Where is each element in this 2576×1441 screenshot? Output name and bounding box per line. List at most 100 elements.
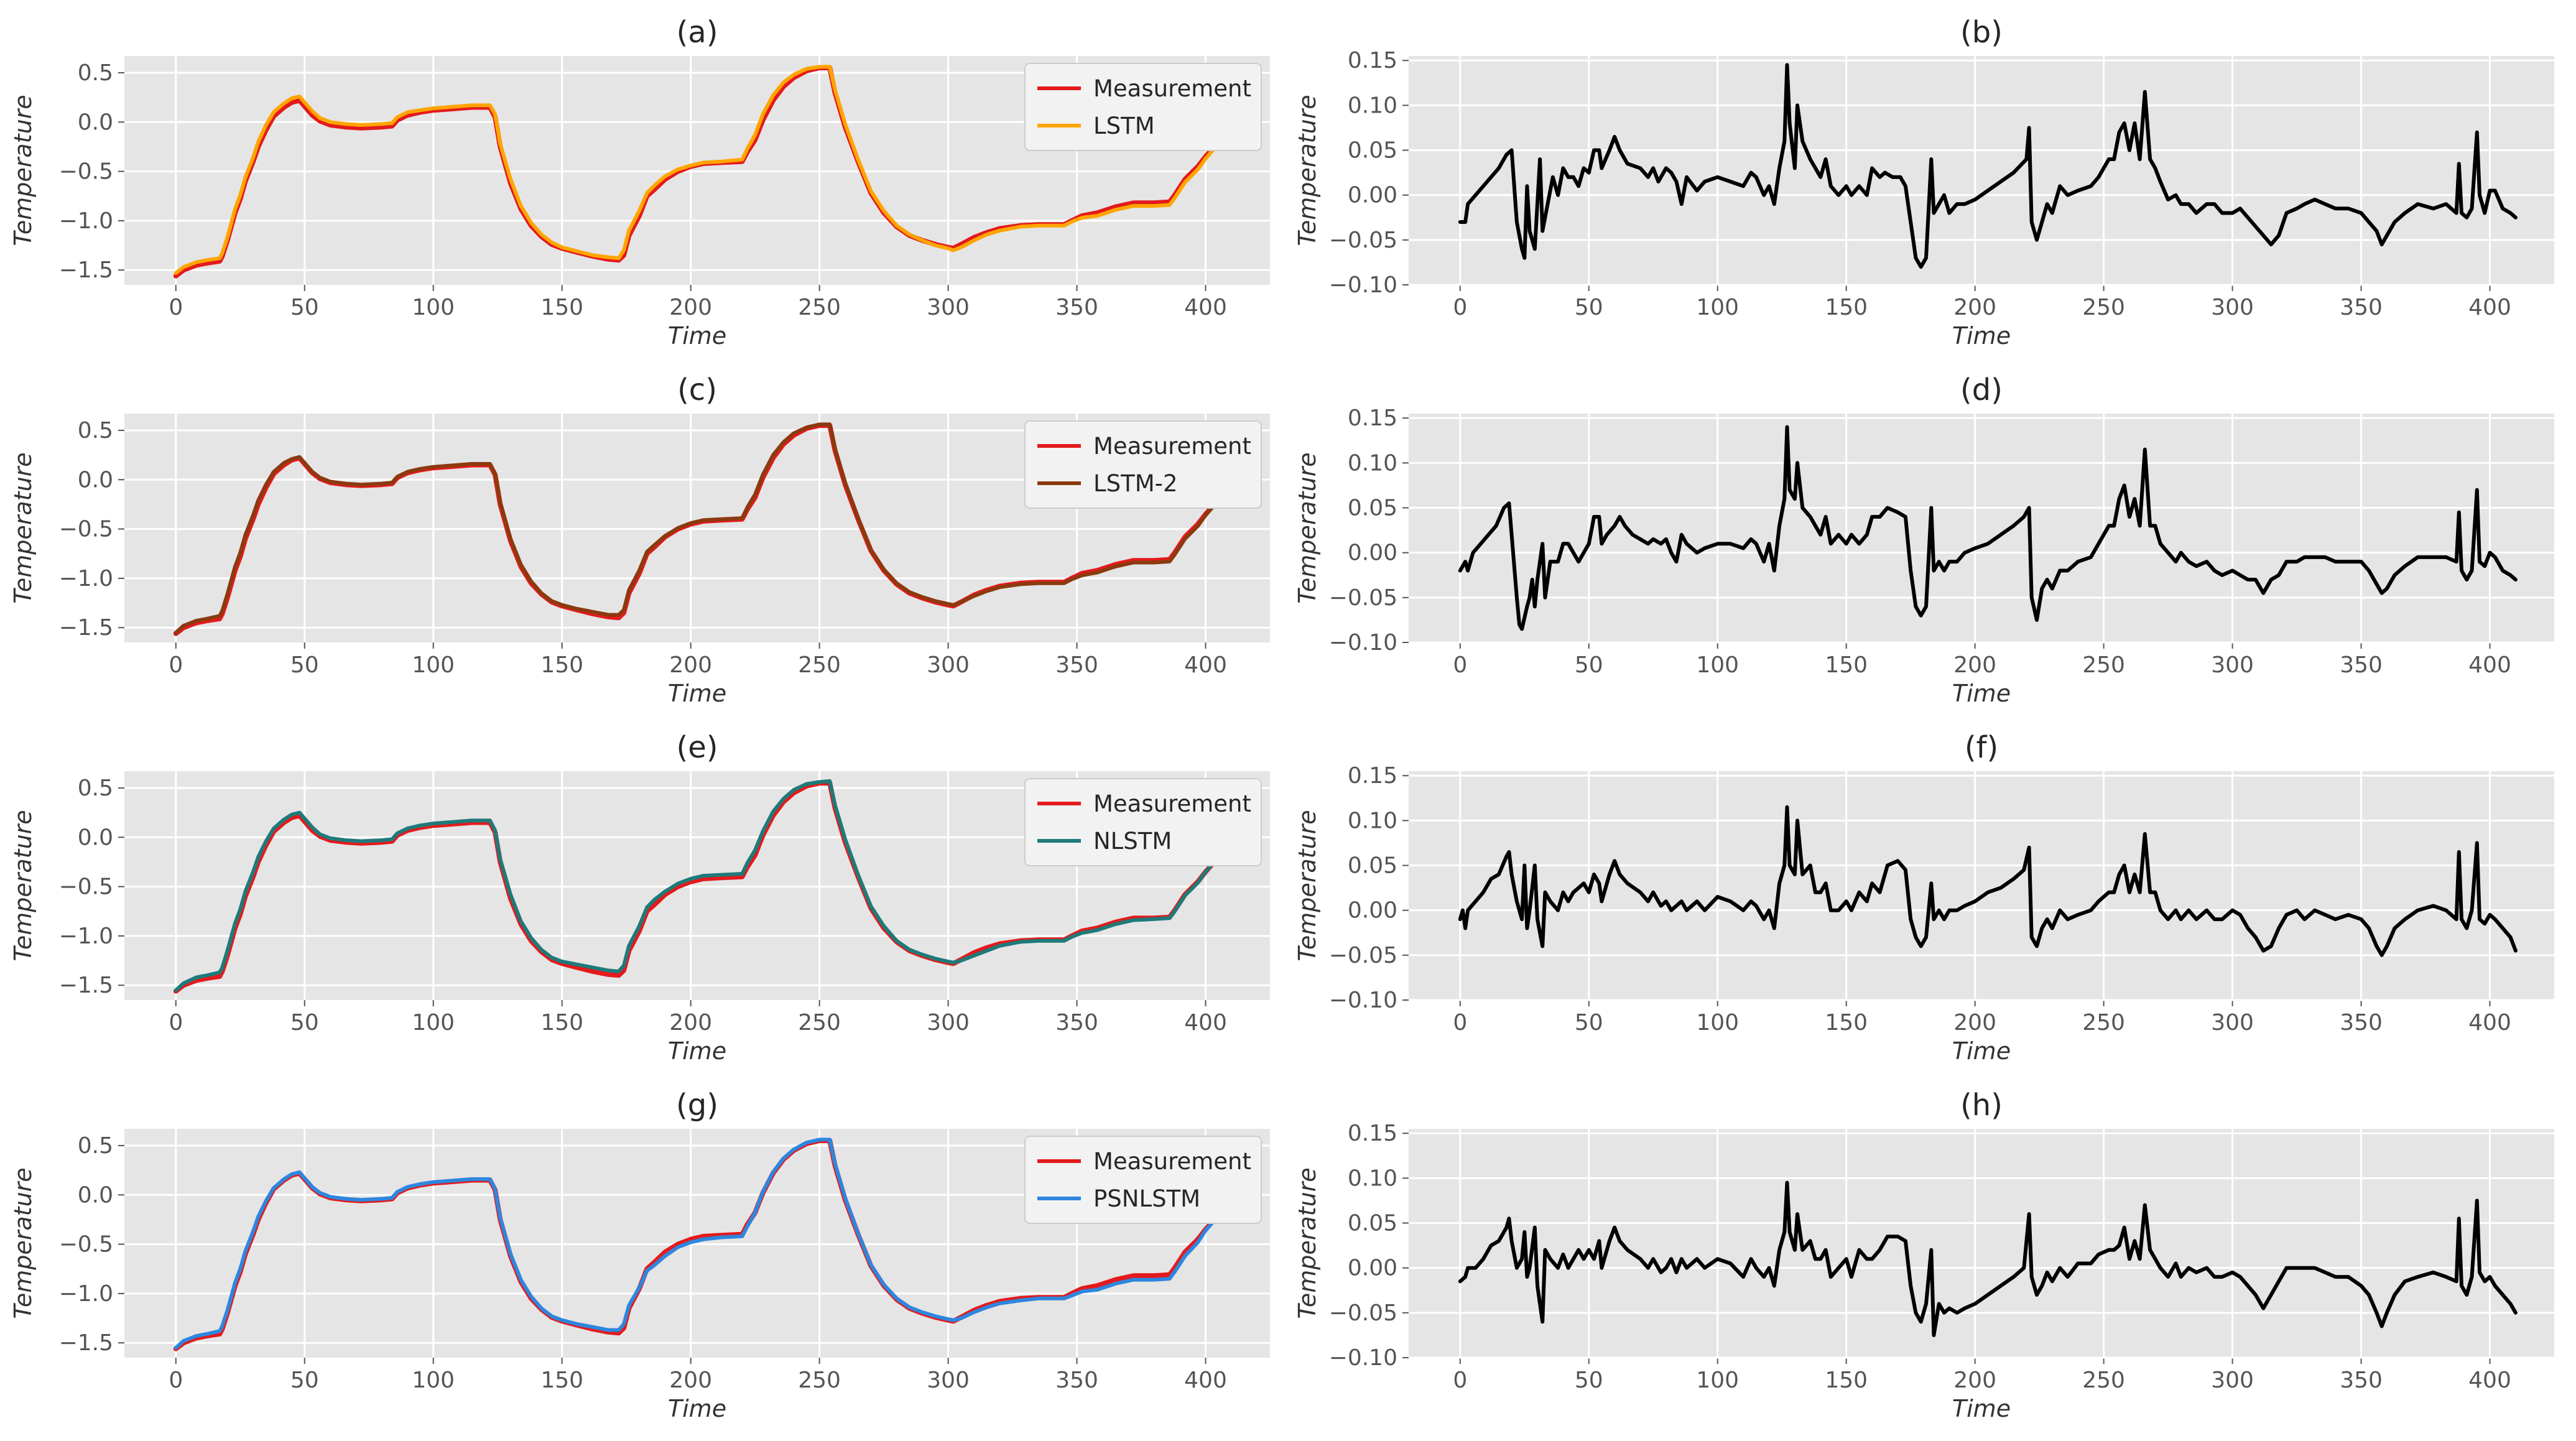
chart-h-x-tick-label: 300: [2211, 1368, 2254, 1393]
chart-a-x-tick-label: 300: [927, 295, 970, 320]
chart-g-y-tick-label: −1.0: [59, 1281, 113, 1307]
chart-h-series-error: [1458, 1180, 2518, 1337]
chart-e-x-tick-label: 250: [798, 1010, 841, 1036]
chart-e: 0 50 100 150 200 250 300 350 400 −1.5 −1.0 −0.5 0.0 0…: [9, 730, 1270, 1065]
chart-h-x-label: Time: [1952, 1395, 2011, 1422]
chart-d-plot-area: [1409, 414, 2554, 642]
chart-c-x-tick-label: 250: [798, 652, 841, 678]
chart-f: 0 50 100 150 200 250 300 350 400 −0.10 −0.05 0.00 0.…: [1294, 730, 2554, 1065]
chart-g-legend-box: [1024, 1136, 1262, 1224]
chart-d-x-label: Time: [1952, 680, 2011, 707]
chart-b-y-label: Temperature: [1294, 95, 1321, 246]
chart-f-x-tick-label: 0: [1453, 1010, 1467, 1036]
chart-f-x-tick-label: 150: [1825, 1010, 1868, 1036]
chart-g-x-tick-label: 250: [798, 1368, 841, 1393]
chart-h-x-tick-label: 150: [1825, 1368, 1868, 1393]
chart-f-y-tick-label: −0.10: [1329, 988, 1397, 1013]
chart-b-y-tick-label: 0.00: [1348, 183, 1397, 208]
chart-a-y-tick-label: 0.5: [78, 60, 113, 86]
chart-f-y-tick-label: −0.05: [1329, 943, 1397, 968]
chart-c-y-tick-label: 0.0: [78, 467, 113, 493]
chart-a-x-tick-label: 0: [169, 295, 183, 320]
chart-e-legend-label: NLSTM: [1093, 828, 1172, 855]
chart-a-x-tick-label: 100: [412, 295, 455, 320]
chart-a-legend-label: Measurement: [1093, 75, 1251, 102]
chart-d: 0 50 100 150 200 250 300 350 400 −0.10 −0.05 0.00 0.…: [1294, 373, 2554, 707]
chart-h-title: (h): [1960, 1088, 2003, 1123]
chart-b: 0 50 100 150 200 250 300 350 400 −0.10 −0.05 0.00 0.…: [1294, 15, 2554, 350]
chart-f-y-tick-label: 0.05: [1348, 853, 1397, 879]
chart-c-x-tick-label: 50: [290, 652, 319, 678]
chart-h-x-tick-label: 100: [1696, 1368, 1739, 1393]
chart-h-y-tick-label: 0.15: [1348, 1121, 1397, 1146]
chart-e-series-nlstm: [174, 779, 1233, 993]
chart-a-legend-box: [1024, 63, 1262, 151]
chart-e-legend-box: [1024, 778, 1262, 866]
chart-h-y-tick-label: −0.05: [1329, 1300, 1397, 1326]
chart-d-x-tick-label: 0: [1453, 652, 1467, 678]
chart-e-y-label: Temperature: [9, 810, 37, 961]
chart-e-y-tick-label: −0.5: [59, 874, 113, 900]
chart-b-x-tick-label: 200: [1953, 295, 1996, 320]
chart-g-legend-label: Measurement: [1093, 1148, 1251, 1175]
chart-a-y-label: Temperature: [9, 95, 37, 246]
chart-g-legend: Measurement PSNLSTM: [1024, 1136, 1262, 1224]
chart-a-legend: Measurement LSTM: [1024, 63, 1262, 151]
chart-c-x-tick-label: 400: [1184, 652, 1227, 678]
chart-d-series-error: [1458, 425, 2518, 631]
chart-f-x-tick-label: 200: [1953, 1010, 1996, 1036]
chart-b-x-tick-label: 350: [2340, 295, 2383, 320]
chart-c-x-tick-label: 200: [669, 652, 712, 678]
chart-f-y-tick-label: 0.10: [1348, 808, 1397, 833]
chart-e-x-tick-label: 350: [1055, 1010, 1098, 1036]
chart-f-x-tick-label: 50: [1575, 1010, 1603, 1036]
chart-h-x-tick-label: 50: [1575, 1368, 1603, 1393]
chart-g-x-tick-label: 0: [169, 1368, 183, 1393]
chart-d-y-tick-label: 0.05: [1348, 496, 1397, 521]
chart-a-y-tick-label: −1.0: [59, 208, 113, 234]
chart-c-x-tick-label: 300: [927, 652, 970, 678]
chart-c-legend-label: Measurement: [1093, 433, 1251, 460]
chart-e-legend: Measurement NLSTM: [1024, 778, 1262, 866]
chart-h-y-tick-label: 0.00: [1348, 1256, 1397, 1281]
chart-h-x-tick-label: 350: [2340, 1368, 2383, 1393]
chart-d-x-tick-label: 400: [2468, 652, 2511, 678]
chart-g-y-tick-label: −0.5: [59, 1232, 113, 1258]
chart-a: 0 50 100 150 200 250 300 350 400 −1.5 −1.0 −0.5 0.0 0…: [9, 15, 1270, 350]
chart-d-y-tick-label: −0.10: [1329, 630, 1397, 656]
chart-a-y-tick-label: −0.5: [59, 159, 113, 185]
chart-g-series-psnlstm: [174, 1138, 1233, 1350]
chart-h-y-tick-label: 0.05: [1348, 1211, 1397, 1236]
chart-e-x-label: Time: [668, 1037, 726, 1065]
chart-d-x-tick-label: 350: [2340, 652, 2383, 678]
chart-g-legend-label: PSNLSTM: [1093, 1185, 1200, 1212]
chart-a-x-tick-label: 50: [290, 295, 319, 320]
chart-b-y-tick-label: 0.15: [1348, 48, 1397, 73]
chart-e-y-tick-label: 0.0: [78, 825, 113, 850]
chart-c-y-tick-label: −0.5: [59, 517, 113, 542]
chart-h-x-tick-label: 200: [1953, 1368, 1996, 1393]
chart-d-x-tick-label: 250: [2082, 652, 2125, 678]
chart-e-y-tick-label: −1.0: [59, 924, 113, 949]
chart-d-y-tick-label: 0.00: [1348, 540, 1397, 566]
chart-e-title: (e): [677, 730, 718, 765]
chart-c-y-tick-label: −1.5: [59, 615, 113, 641]
chart-b-x-label: Time: [1952, 322, 2011, 350]
chart-d-y-tick-label: −0.05: [1329, 585, 1397, 611]
chart-b-plot-area: [1409, 56, 2554, 285]
chart-g: 0 50 100 150 200 250 300 350 400 −1.5 −1.0 −0.5 0.0 0…: [9, 1088, 1270, 1422]
chart-b-y-tick-label: 0.10: [1348, 93, 1397, 118]
chart-e-x-tick-label: 100: [412, 1010, 455, 1036]
chart-b-x-tick-label: 400: [2468, 295, 2511, 320]
chart-b-y-tick-label: −0.05: [1329, 228, 1397, 253]
chart-d-y-label: Temperature: [1294, 452, 1321, 603]
chart-c-legend-box: [1024, 420, 1262, 509]
chart-g-title: (g): [676, 1088, 718, 1123]
chart-a-title: (a): [677, 15, 718, 50]
chart-e-x-tick-label: 200: [669, 1010, 712, 1036]
chart-d-title: (d): [1960, 373, 2003, 407]
chart-c-y-label: Temperature: [9, 452, 37, 603]
chart-h-x-tick-label: 250: [2082, 1368, 2125, 1393]
chart-b-series-error: [1458, 63, 2518, 269]
